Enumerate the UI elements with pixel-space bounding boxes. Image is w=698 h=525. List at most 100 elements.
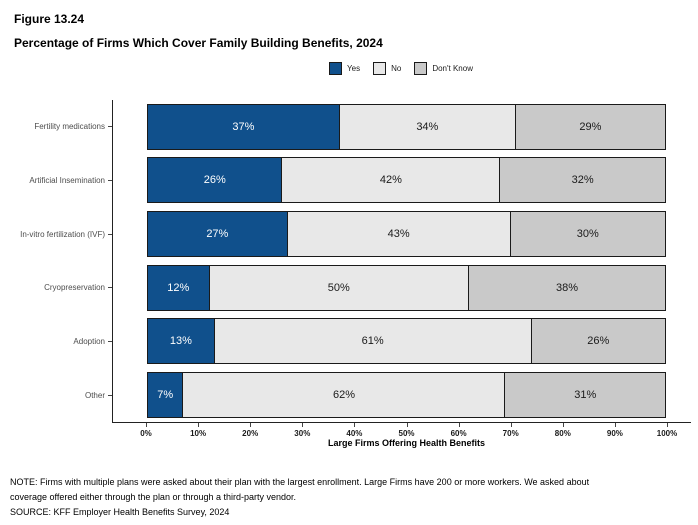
y-axis-tick xyxy=(108,340,112,342)
x-axis-tick xyxy=(146,423,147,427)
legend-swatch-icon xyxy=(373,62,387,75)
x-axis-tick xyxy=(198,423,200,427)
x-axis-tick-label: 40% xyxy=(346,429,363,438)
bar-segment-yes: 27% xyxy=(147,211,288,258)
bar-segment-value: 7% xyxy=(157,389,174,402)
bar-segment-don-t-know: 26% xyxy=(530,318,666,365)
category-label: Cryopreservation xyxy=(0,265,112,311)
x-axis-tick xyxy=(354,423,356,427)
bar-segment-yes: 13% xyxy=(147,318,215,365)
source-line: SOURCE: KFF Employer Health Benefits Sur… xyxy=(10,507,230,517)
y-axis-category-labels: Fertility medications Artificial Insemina… xyxy=(0,100,112,422)
bar-segment-no: 61% xyxy=(213,318,532,365)
bar-row: 26% 42% 32% xyxy=(147,157,668,204)
y-axis-tick xyxy=(108,394,112,396)
bar-rows: 37% 34% 29% 26% 42% 32% 27% 43% 30% 12% 50% 38% 13% 6… xyxy=(147,100,668,422)
y-axis-tick xyxy=(108,126,112,128)
x-axis-tick xyxy=(406,423,408,427)
legend-item-don-t-know: Don't Know xyxy=(414,62,473,75)
x-axis-tick xyxy=(302,423,304,427)
bar-segment-no: 42% xyxy=(281,157,501,204)
bar-row: 37% 34% 29% xyxy=(147,103,668,150)
bar-segment-value: 62% xyxy=(332,389,355,402)
bar-segment-don-t-know: 30% xyxy=(509,211,666,258)
bar-segment-value: 26% xyxy=(203,174,226,187)
legend-label: Don't Know xyxy=(432,64,473,73)
x-axis-tick xyxy=(250,423,252,427)
category-label: Other xyxy=(0,372,112,418)
title-block: Figure 13.24 Percentage of Firms Which C… xyxy=(14,12,383,50)
x-axis-title: Large Firms Offering Health Benefits xyxy=(327,438,486,448)
page-title: Percentage of Firms Which Cover Family B… xyxy=(14,36,383,50)
category-label: Adoption xyxy=(0,318,112,364)
x-axis-tick-label: 80% xyxy=(554,429,571,438)
category-label: Artificial Insemination xyxy=(0,157,112,203)
x-axis-tick-label: 90% xyxy=(606,429,623,438)
category-label-text: Adoption xyxy=(73,336,105,346)
category-label: In-vitro fertilization (IVF) xyxy=(0,211,112,257)
x-axis-tick-label: 10% xyxy=(190,429,207,438)
category-label-text: Other xyxy=(84,390,105,400)
legend-swatch-icon xyxy=(329,62,343,75)
category-label-text: Cryopreservation xyxy=(44,283,105,293)
bar-segment-yes: 12% xyxy=(147,264,210,311)
bar-segment-no: 50% xyxy=(208,264,470,311)
bar-segment-value: 30% xyxy=(576,228,599,241)
bar-segment-value: 43% xyxy=(387,228,410,241)
bar-segment-value: 26% xyxy=(587,335,610,348)
bar-segment-value: 42% xyxy=(379,174,402,187)
bar-segment-value: 32% xyxy=(571,174,594,187)
x-axis-tick-label: 0% xyxy=(140,429,152,438)
figure-number: Figure 13.24 xyxy=(14,12,85,26)
x-axis: 0% 10% 20% 30% 40% 50% 60% 70% 80% 90% 100% xyxy=(140,422,677,442)
bar-segment-value: 37% xyxy=(232,120,255,133)
legend-swatch-icon xyxy=(414,62,428,75)
x-axis-tick-label: 100% xyxy=(656,429,678,438)
bar-segment-value: 50% xyxy=(327,281,350,294)
x-axis-tick-label: 20% xyxy=(242,429,259,438)
bar-segment-value: 31% xyxy=(574,389,597,402)
category-label-text: In-vitro fertilization (IVF) xyxy=(20,229,105,239)
x-axis-tick-label: 30% xyxy=(294,429,311,438)
x-axis-tick xyxy=(510,423,512,427)
x-axis-tick xyxy=(614,423,616,427)
legend-label: Yes xyxy=(347,64,361,73)
x-axis-tick xyxy=(667,423,668,427)
bar-segment-don-t-know: 29% xyxy=(514,103,666,150)
bar-segment-value: 27% xyxy=(206,228,229,241)
y-axis-tick xyxy=(108,233,112,235)
category-label-text: Fertility medications xyxy=(34,122,105,132)
bar-row: 7% 62% 31% xyxy=(147,372,668,419)
x-axis-tick-label: 50% xyxy=(398,429,415,438)
bar-segment-value: 13% xyxy=(169,335,192,348)
footnotes: NOTE: Firms with multiple plans were ask… xyxy=(10,475,589,520)
bar-segment-don-t-know: 31% xyxy=(504,372,666,419)
bar-segment-value: 61% xyxy=(361,335,384,348)
bar-segment-yes: 7% xyxy=(147,372,184,419)
legend-item-yes: Yes xyxy=(329,62,360,75)
bar-segment-value: 38% xyxy=(555,281,579,294)
legend-item-no: No xyxy=(373,62,401,75)
bar-segment-yes: 37% xyxy=(147,103,340,150)
note-line-1: NOTE: Firms with multiple plans were ask… xyxy=(10,477,590,487)
category-label: Fertility medications xyxy=(0,104,112,150)
bar-segment-value: 12% xyxy=(167,281,190,294)
bar-segment-value: 34% xyxy=(416,120,439,133)
bar-segment-no: 34% xyxy=(338,103,516,150)
plot-panel: 37% 34% 29% 26% 42% 32% 27% 43% 30% 12% 50% 38% 13% 6… xyxy=(112,100,691,423)
chart-legend: Yes No Don't Know xyxy=(112,62,690,75)
stacked-bar-chart: Fertility medications Artificial Insemina… xyxy=(0,100,698,448)
bar-row: 13% 61% 26% xyxy=(147,318,668,365)
bar-segment-value: 29% xyxy=(579,120,602,133)
x-axis-tick-label: 70% xyxy=(502,429,519,438)
legend-label: No xyxy=(391,64,402,73)
note-line-2: coverage offered either through the plan… xyxy=(10,492,297,502)
y-axis-tick xyxy=(108,287,112,289)
x-axis-tick xyxy=(458,423,460,427)
bar-segment-no: 62% xyxy=(182,372,506,419)
bar-segment-no: 43% xyxy=(286,211,511,258)
bar-segment-yes: 26% xyxy=(147,157,283,204)
y-axis-tick xyxy=(108,179,112,181)
x-axis-tick-label: 60% xyxy=(450,429,467,438)
